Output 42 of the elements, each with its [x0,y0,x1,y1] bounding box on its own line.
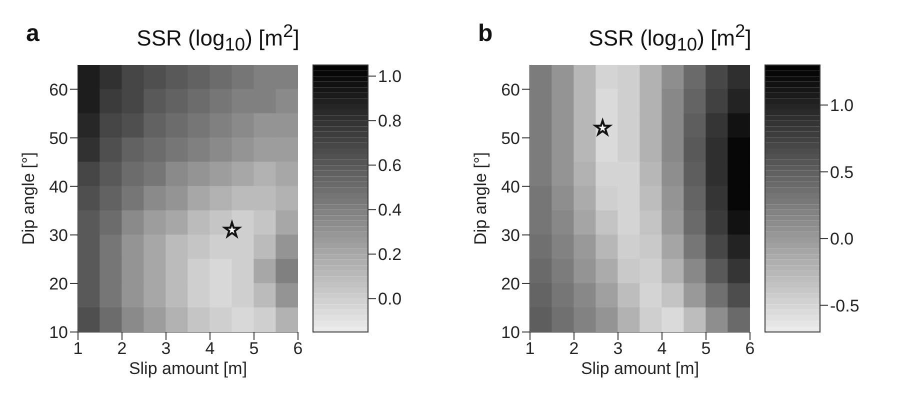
y-tick-label: 60 [501,80,520,100]
x-tick-label: 3 [161,339,171,358]
x-tick-label: 1 [73,339,83,358]
y-tick-label: 60 [49,80,68,100]
y-tick-label: 20 [501,274,520,294]
x-tick-label: 3 [613,339,623,358]
x-tick-label: 2 [117,339,127,358]
x-tick-label: 1 [525,339,535,358]
y-tick-label: 50 [49,128,68,148]
color-bar-label: 0.2 [378,245,402,264]
color-bar-label: -0.5 [830,296,860,316]
y-tick-label: 20 [49,274,68,294]
x-tick-label: 5 [701,339,711,358]
y-tick-label: 30 [49,226,68,245]
y-tick-label: 10 [501,323,520,342]
y-tick-label: 40 [501,177,520,196]
x-tick-label: 6 [745,339,755,358]
x-axis-title: Slip amount [m] [128,359,248,378]
x-tick-label: 5 [249,339,259,358]
y-tick-label: 30 [501,226,520,245]
y-tick-label: 10 [49,323,68,342]
x-axis-title: Slip amount [m] [580,359,700,378]
color-bar-label: 1.0 [378,67,402,86]
chart-title: SSR (log$_{10}$) [m$^{2}$] [136,20,300,56]
color-bar-label: 0.5 [830,162,854,182]
text: b [478,20,493,48]
y-tick-label: 40 [49,177,68,196]
color-bar-label: 0.0 [830,230,854,249]
text: a [26,20,40,48]
x-tick-label: 2 [569,339,579,358]
color-bar-label: 0.0 [378,290,402,309]
y-tick-label: 50 [501,128,520,148]
x-tick-label: 4 [205,339,215,358]
color-bar-label: 1.0 [830,96,854,116]
chart-title: SSR (log$_{10}$) [m$^{2}$] [588,20,752,56]
color-bar-label: 0.8 [378,112,402,131]
y-axis-title: Dip angle [°] [19,152,38,245]
y-axis-title: Dip angle [°] [471,152,490,245]
color-bar-label: 0.4 [378,200,402,220]
x-tick-label: 6 [293,339,303,358]
x-tick-label: 4 [657,339,667,358]
color-bar-label: 0.6 [378,156,402,176]
